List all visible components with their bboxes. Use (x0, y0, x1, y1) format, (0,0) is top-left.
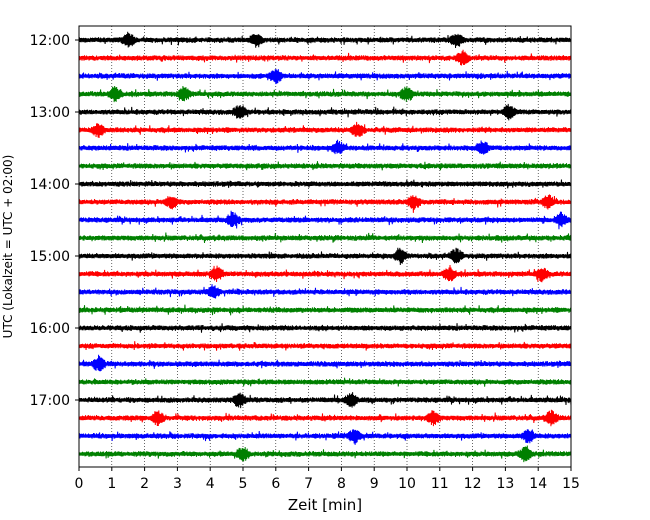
x-tick-label: 9 (370, 476, 379, 492)
trace-1500 (78, 247, 572, 265)
y-axis-label: UTC (Lokalzeit = UTC + 02:00) (1, 155, 15, 339)
x-tick-label: 3 (173, 476, 182, 492)
trace-1630 (78, 354, 572, 372)
trace-1645 (78, 377, 572, 387)
trace-1600 (78, 323, 572, 333)
x-tick-label: 10 (398, 476, 416, 492)
y-tick-label: 15:00 (30, 249, 70, 265)
trace-1415 (78, 194, 572, 213)
trace-1400 (78, 179, 572, 189)
trace-1530 (78, 284, 572, 299)
trace-1700 (78, 392, 572, 409)
x-tick-label: 6 (271, 476, 280, 492)
x-tick-label: 11 (431, 476, 449, 492)
y-tick-label: 12:00 (30, 33, 70, 49)
trace-1545 (78, 304, 572, 316)
trace-1445 (78, 232, 572, 243)
trace-1430 (78, 210, 572, 230)
trace-1245 (78, 85, 572, 103)
trace-1730 (78, 429, 572, 445)
x-tick-label: 1 (107, 476, 116, 492)
x-tick-label: 14 (529, 476, 547, 492)
x-tick-label: 0 (75, 476, 84, 492)
trace-1200 (78, 31, 572, 48)
traces (78, 31, 572, 463)
x-axis-ticks: 0 1 2 3 4 5 6 7 8 9 10 11 12 13 14 15 (75, 467, 580, 492)
x-tick-label: 4 (206, 476, 215, 492)
trace-1300 (78, 103, 572, 121)
x-tick-label: 2 (140, 476, 149, 492)
trace-1345 (78, 161, 572, 171)
trace-1745 (78, 445, 572, 463)
y-tick-label: 17:00 (30, 393, 70, 409)
plot-frame (78, 25, 572, 468)
x-tick-label: 15 (562, 476, 580, 492)
trace-1330 (78, 139, 572, 155)
x-tick-label: 5 (239, 476, 248, 492)
trace-1615 (78, 341, 572, 351)
y-tick-label: 14:00 (30, 177, 70, 193)
x-tick-label: 8 (337, 476, 346, 492)
trace-1215 (78, 49, 572, 66)
y-tick-label: 16:00 (30, 321, 70, 337)
trace-1230 (78, 69, 572, 85)
x-tick-label: 13 (496, 476, 514, 492)
x-tick-label: 7 (304, 476, 313, 492)
x-axis-label: Zeit [min] (288, 496, 362, 514)
x-tick-label: 12 (464, 476, 482, 492)
trace-1715 (78, 409, 572, 427)
trace-1515 (78, 265, 572, 283)
y-tick-label: 13:00 (30, 105, 70, 121)
trace-1315 (78, 121, 572, 138)
y-axis-ticks: 12:00 13:00 14:00 15:00 16:00 17:00 (30, 33, 79, 409)
